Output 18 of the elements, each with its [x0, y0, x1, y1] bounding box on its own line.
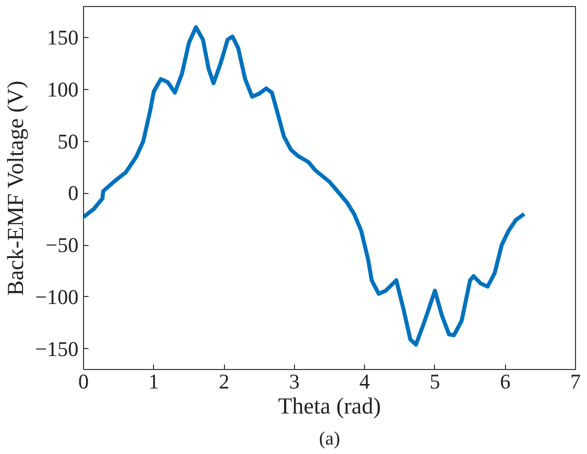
x-tick-label: 5 [430, 370, 440, 394]
y-tick-label: 0 [68, 181, 78, 206]
x-tick-label: 3 [289, 370, 300, 394]
y-tick-label: 50 [58, 129, 78, 154]
x-tick-label: 1 [148, 370, 160, 394]
line-series [84, 25, 526, 347]
y-tick-label: 150 [47, 26, 78, 50]
y-tick-label: 100 [47, 77, 78, 102]
y-tick-label: −50 [46, 233, 78, 258]
x-tick-label: 7 [570, 370, 581, 394]
x-tick-label: 6 [500, 370, 510, 394]
x-tick-label: 4 [359, 370, 370, 394]
text: (a) [318, 428, 340, 450]
y-tick-label: −150 [35, 336, 78, 361]
y-axis-title: Back-EMF Voltage (V) [3, 80, 28, 296]
x-axis-title: Theta (rad) [278, 394, 381, 418]
x-tick-label: 2 [218, 370, 230, 394]
y-tick-label: −100 [35, 284, 78, 309]
